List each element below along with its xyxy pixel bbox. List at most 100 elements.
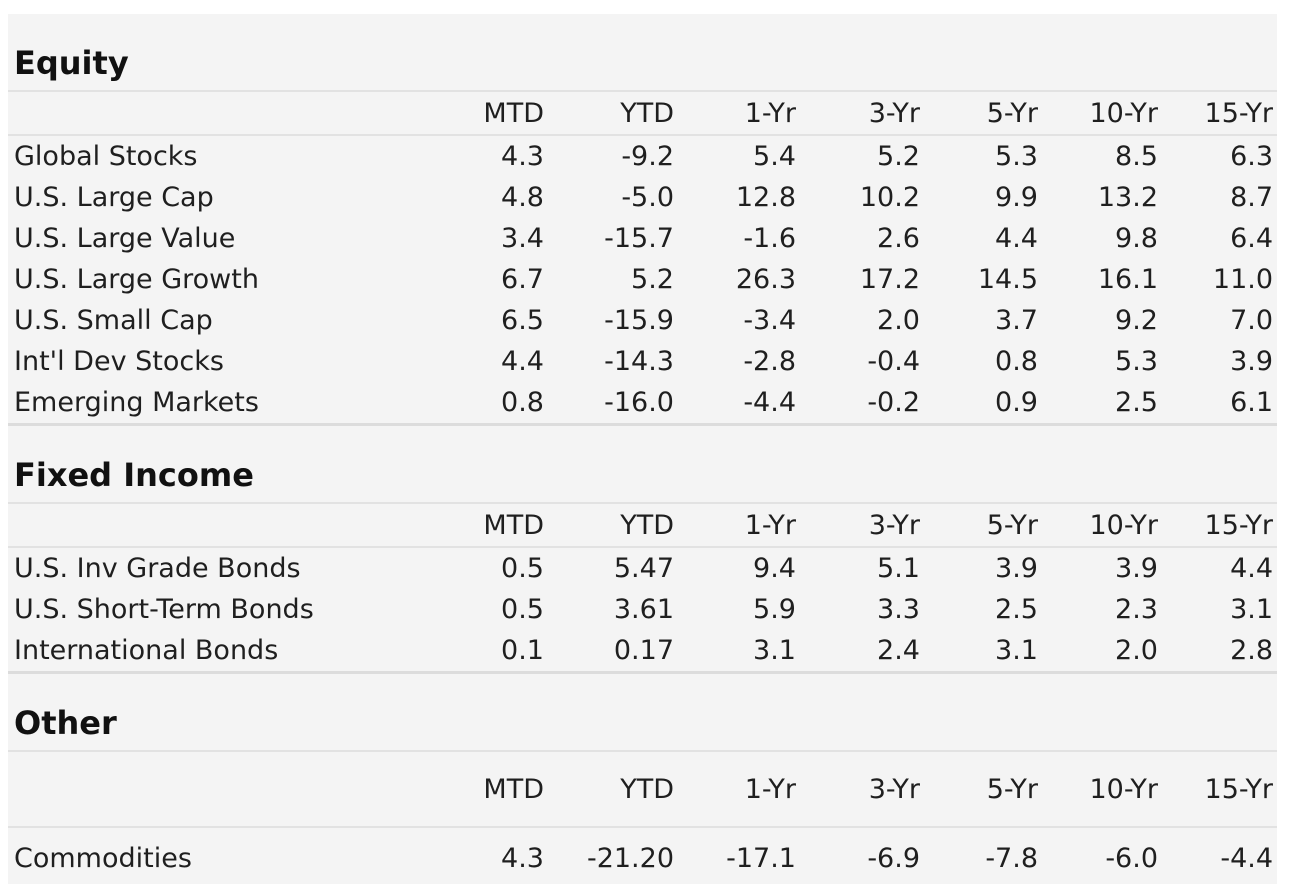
value-cell-1-yr: -1.6 <box>743 223 796 254</box>
returns-table: Equity MTD YTD 1-Yr 3-Yr 5-Yr 10-Yr 15-Yr Global… <box>8 14 1278 888</box>
value-cell-10-yr: 2.5 <box>1042 382 1162 426</box>
section-title-equity: Equity <box>8 14 1278 92</box>
value-cell-ytd: -5.0 <box>621 182 674 213</box>
row-label: Commodities <box>14 842 192 874</box>
value-cell-10-yr: 3.9 <box>1115 553 1158 584</box>
value-cell-mtd: 0.8 <box>428 382 548 426</box>
value-cell-5-yr: 3.9 <box>995 553 1038 584</box>
value-cell-3-yr: 2.4 <box>800 630 924 674</box>
column-header-15-yr: 15-Yr <box>1162 503 1278 548</box>
value-cell-ytd: -9.2 <box>621 141 674 172</box>
column-header-row: MTD YTD 1-Yr 3-Yr 5-Yr 10-Yr 15-Yr <box>8 91 1278 136</box>
column-header-15-yr: 15-Yr <box>1162 751 1278 828</box>
column-header-10-yr: 10-Yr <box>1042 91 1162 136</box>
column-header-15-yr: 15-Yr <box>1162 91 1278 136</box>
value-cell-ytd: 5.2 <box>631 264 674 295</box>
value-cell-3-yr: -0.4 <box>867 346 920 377</box>
table-row: U.S. Inv Grade Bonds 0.5 5.47 9.4 5.1 3.9 3.9 4… <box>8 547 1277 589</box>
row-label: Int'l Dev Stocks <box>14 346 224 377</box>
value-cell-15-yr: 3.1 <box>1230 594 1274 625</box>
value-cell-1-yr: 3.1 <box>678 630 800 674</box>
value-cell-10-yr: 16.1 <box>1097 264 1158 295</box>
value-cell-ytd: -16.0 <box>548 382 678 426</box>
value-cell-10-yr: 5.3 <box>1115 346 1158 377</box>
value-cell-10-yr: -6.0 <box>1105 842 1158 874</box>
section-title-row: Equity <box>8 14 1278 92</box>
value-cell-ytd: 5.47 <box>613 553 674 584</box>
value-cell-1-yr: 12.8 <box>735 182 796 213</box>
column-header-ytd: YTD <box>548 751 678 828</box>
value-cell-3-yr: -0.2 <box>800 382 924 426</box>
value-cell-3-yr: 5.2 <box>877 141 920 172</box>
value-cell-5-yr: 9.9 <box>995 182 1038 213</box>
column-header-1-yr: 1-Yr <box>678 503 800 548</box>
value-cell-15-yr: 11.0 <box>1212 264 1274 295</box>
column-header-5-yr: 5-Yr <box>924 751 1042 828</box>
value-cell-1-yr: -17.1 <box>726 842 796 874</box>
table-row: Emerging Markets 0.8 -16.0 -4.4 -0.2 0.9 2.5 6.… <box>8 382 1278 426</box>
value-cell-15-yr: 6.1 <box>1162 382 1278 426</box>
column-header-ytd: YTD <box>548 91 678 136</box>
value-cell-10-yr: 2.3 <box>1115 594 1158 625</box>
table-row: U.S. Short-Term Bonds 0.5 3.61 5.9 3.3 2.5 2.3… <box>8 589 1277 630</box>
value-cell-1-yr: 5.4 <box>753 141 796 172</box>
value-cell-ytd: 3.61 <box>613 594 674 625</box>
table-row: Commodities 4.3 -21.20 -17.1 -6.9 -7.8 -6.0 -4.… <box>8 827 1277 888</box>
row-label: U.S. Large Value <box>14 223 236 254</box>
value-cell-5-yr: 3.1 <box>924 630 1042 674</box>
value-cell-mtd: 4.8 <box>501 182 544 213</box>
value-cell-3-yr: 10.2 <box>859 182 920 213</box>
value-cell-5-yr: -7.8 <box>985 842 1038 874</box>
value-cell-10-yr: 2.0 <box>1042 630 1162 674</box>
value-cell-ytd: -14.3 <box>604 346 674 377</box>
column-header-5-yr: 5-Yr <box>924 503 1042 548</box>
value-cell-1-yr: 9.4 <box>753 553 796 584</box>
column-header-3-yr: 3-Yr <box>800 503 924 548</box>
row-label: International Bonds <box>8 630 428 674</box>
header-blank <box>8 91 428 136</box>
value-cell-mtd: 4.3 <box>501 141 544 172</box>
value-cell-3-yr: -6.9 <box>867 842 920 874</box>
column-header-mtd: MTD <box>428 91 548 136</box>
column-header-mtd: MTD <box>428 503 548 548</box>
section-title-row: Fixed Income <box>8 424 1278 504</box>
column-header-ytd: YTD <box>548 503 678 548</box>
table-row: International Bonds 0.1 0.17 3.1 2.4 3.1 2.0 2.… <box>8 630 1278 674</box>
row-label: Emerging Markets <box>8 382 428 426</box>
value-cell-3-yr: 3.3 <box>877 594 920 625</box>
table-row: U.S. Large Growth 6.7 5.2 26.3 17.2 14.5 16.1 1… <box>8 259 1277 300</box>
value-cell-1-yr: -3.4 <box>743 305 796 336</box>
table-row: Global Stocks 4.3 -9.2 5.4 5.2 5.3 8.5 6.3 <box>8 135 1277 177</box>
value-cell-ytd: -15.9 <box>604 305 674 336</box>
header-blank <box>8 751 428 828</box>
value-cell-15-yr: 8.7 <box>1230 182 1274 213</box>
value-cell-15-yr: 6.3 <box>1230 141 1274 172</box>
row-label: U.S. Inv Grade Bonds <box>14 553 301 584</box>
value-cell-15-yr: -4.4 <box>1220 842 1274 874</box>
column-header-10-yr: 10-Yr <box>1042 751 1162 828</box>
table-row: U.S. Large Value 3.4 -15.7 -1.6 2.6 4.4 9.8 6.4 <box>8 218 1277 259</box>
value-cell-5-yr: 14.5 <box>977 264 1038 295</box>
value-cell-mtd: 0.5 <box>501 594 544 625</box>
header-blank <box>8 503 428 548</box>
value-cell-1-yr: 26.3 <box>735 264 796 295</box>
column-header-3-yr: 3-Yr <box>800 91 924 136</box>
row-label: Global Stocks <box>14 141 198 172</box>
value-cell-15-yr: 4.4 <box>1230 553 1274 584</box>
value-cell-5-yr: 5.3 <box>995 141 1038 172</box>
value-cell-3-yr: 5.1 <box>877 553 920 584</box>
row-label: U.S. Short-Term Bonds <box>14 594 314 625</box>
column-header-1-yr: 1-Yr <box>678 91 800 136</box>
value-cell-mtd: 0.5 <box>501 553 544 584</box>
section-title-row: Other <box>8 672 1278 752</box>
value-cell-3-yr: 2.6 <box>877 223 920 254</box>
value-cell-mtd: 0.1 <box>428 630 548 674</box>
value-cell-5-yr: 4.4 <box>995 223 1038 254</box>
column-header-10-yr: 10-Yr <box>1042 503 1162 548</box>
value-cell-ytd: 0.17 <box>548 630 678 674</box>
value-cell-mtd: 3.4 <box>501 223 544 254</box>
value-cell-3-yr: 17.2 <box>859 264 920 295</box>
row-label: U.S. Large Cap <box>14 182 214 213</box>
value-cell-1-yr: 5.9 <box>753 594 796 625</box>
column-header-3-yr: 3-Yr <box>800 751 924 828</box>
